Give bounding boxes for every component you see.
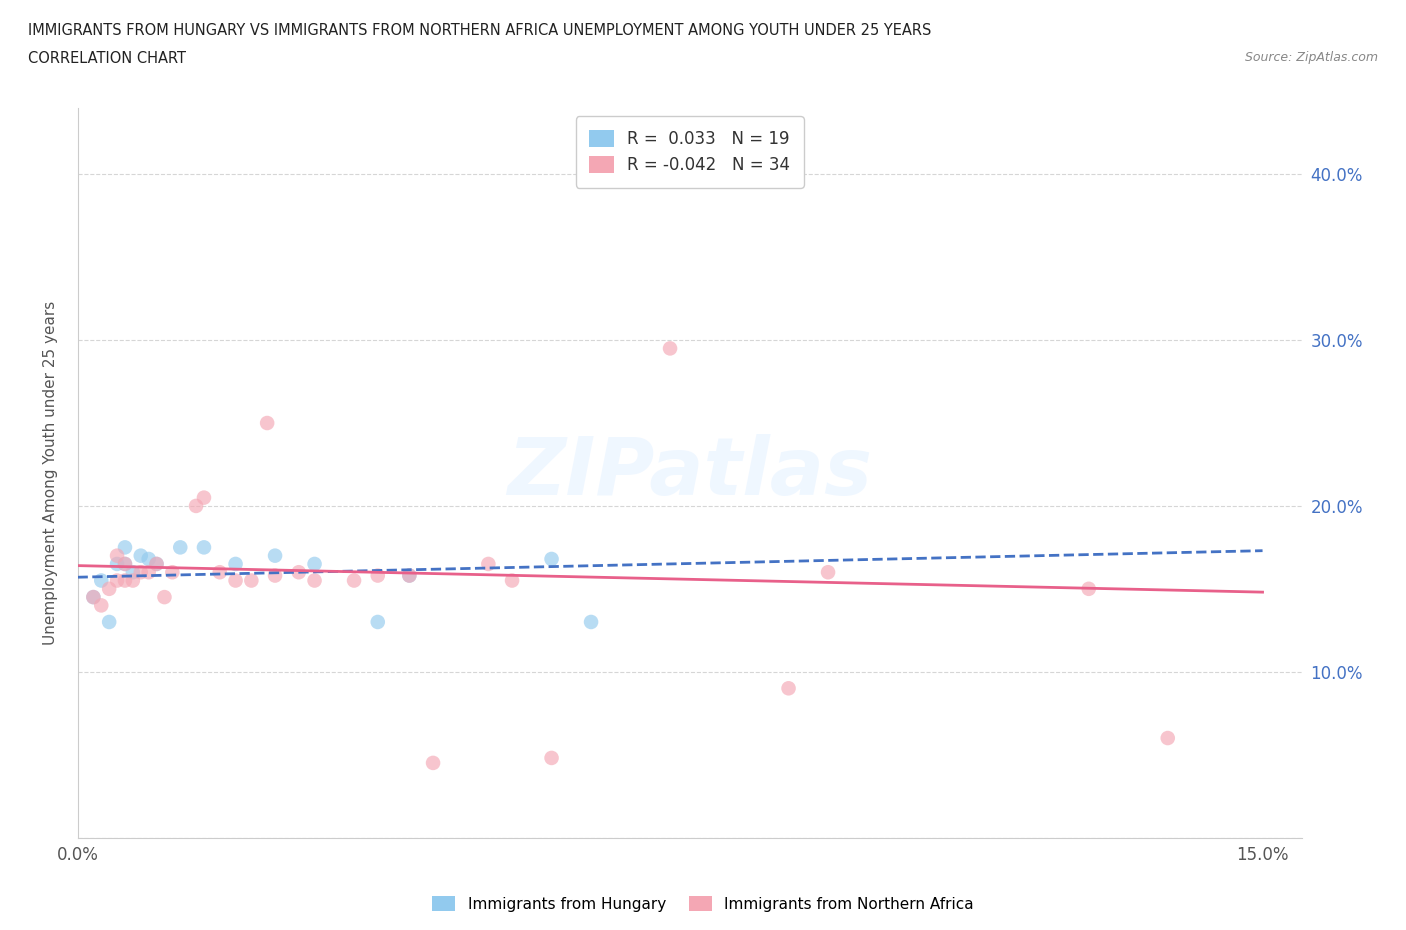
Point [398,568,420,583]
Point [240,573,263,588]
Point [264,548,287,563]
Point [145,556,167,571]
Point [225,556,247,571]
Point [343,573,366,588]
Point [398,568,420,583]
Point [184,498,207,513]
Point [105,548,128,563]
Point [540,751,562,765]
Point [114,556,136,571]
Point [540,551,562,566]
Point [98,581,121,596]
Point [105,573,128,588]
Point [153,590,176,604]
Point [1077,581,1099,596]
Point [193,490,215,505]
Text: Source: ZipAtlas.com: Source: ZipAtlas.com [1244,51,1378,64]
Legend: R =  0.033   N = 19, R = -0.042   N = 34: R = 0.033 N = 19, R = -0.042 N = 34 [576,116,804,188]
Point [129,548,152,563]
Point [90,598,112,613]
Point [129,565,152,579]
Point [114,540,136,555]
Point [817,565,839,579]
Point [145,556,167,571]
Point [138,551,160,566]
Point [287,565,309,579]
Point [169,540,191,555]
Point [121,573,143,588]
Point [256,416,278,431]
Point [304,573,326,588]
Point [422,755,444,770]
Point [367,615,389,630]
Point [98,615,121,630]
Point [264,568,287,583]
Point [82,590,104,604]
Point [477,556,499,571]
Point [225,573,247,588]
Point [114,573,136,588]
Point [82,590,104,604]
Text: ZIPatlas: ZIPatlas [508,433,872,512]
Point [659,341,682,356]
Point [90,573,112,588]
Point [501,573,523,588]
Point [162,565,184,579]
Point [193,540,215,555]
Point [114,556,136,571]
Point [121,565,143,579]
Legend: Immigrants from Hungary, Immigrants from Northern Africa: Immigrants from Hungary, Immigrants from… [426,889,980,918]
Y-axis label: Unemployment Among Youth under 25 years: Unemployment Among Youth under 25 years [44,300,58,644]
Point [105,556,128,571]
Text: CORRELATION CHART: CORRELATION CHART [28,51,186,66]
Text: IMMIGRANTS FROM HUNGARY VS IMMIGRANTS FROM NORTHERN AFRICA UNEMPLOYMENT AMONG YO: IMMIGRANTS FROM HUNGARY VS IMMIGRANTS FR… [28,23,932,38]
Point [304,556,326,571]
Point [1157,731,1180,746]
Point [778,681,800,696]
Point [367,568,389,583]
Point [138,565,160,579]
Point [208,565,231,579]
Point [579,615,602,630]
